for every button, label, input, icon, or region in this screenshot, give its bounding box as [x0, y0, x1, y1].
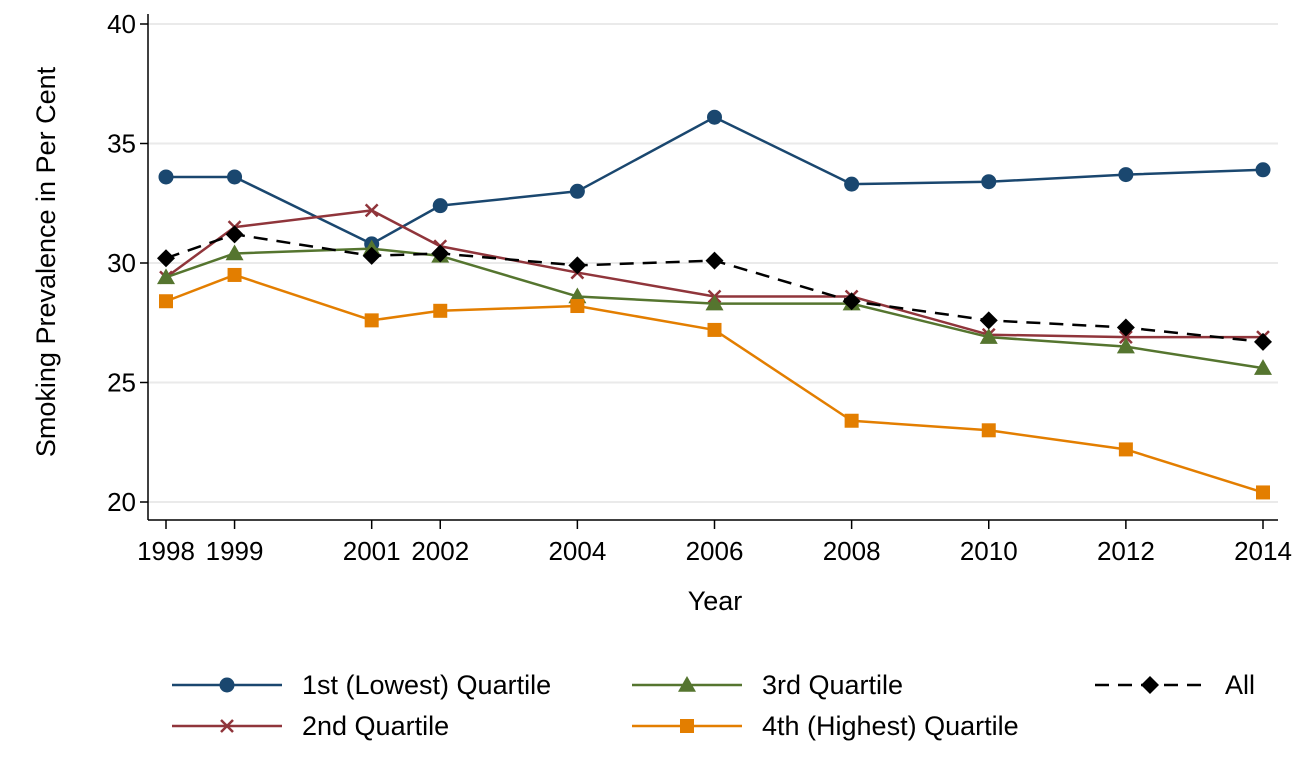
- legend-item: 1st (Lowest) Quartile: [172, 670, 551, 700]
- data-point: [844, 176, 860, 192]
- data-point: [707, 109, 722, 125]
- x-axis-title: Year: [688, 586, 743, 616]
- x-tick-label: 2010: [960, 536, 1018, 566]
- data-point: [157, 249, 175, 268]
- data-point: [159, 294, 173, 309]
- series-3: [159, 267, 1270, 500]
- legend-swatch-marker: [220, 719, 234, 733]
- y-tick-label: 25: [107, 368, 136, 398]
- axes: 20 25 30 35 40 1998 1999 2001 2002 2004 2006 2008 20…: [107, 9, 1292, 566]
- data-point: [1116, 318, 1135, 337]
- data-point: [227, 267, 242, 282]
- x-tick-label: 2012: [1097, 536, 1155, 566]
- data-point: [362, 246, 381, 265]
- data-point: [981, 423, 996, 438]
- x-tick-label: 2006: [686, 536, 744, 566]
- legend: 1st (Lowest) Quartile 2nd Quartile 3rd Qua…: [172, 670, 1255, 741]
- data-point: [364, 203, 379, 218]
- y-tick-label: 20: [107, 487, 136, 517]
- series-line: [165, 247, 1264, 370]
- y-tick-label: 35: [107, 129, 136, 159]
- data-point: [1255, 162, 1271, 178]
- data-point: [705, 294, 724, 311]
- legend-item: 3rd Quartile: [632, 670, 903, 700]
- data-point: [227, 169, 243, 185]
- legend-item: All: [1095, 670, 1255, 700]
- legend-swatch-marker: [680, 719, 694, 733]
- legend-swatch-marker: [219, 677, 235, 693]
- data-point: [433, 303, 448, 318]
- x-tick-label: 2001: [343, 536, 401, 566]
- data-point: [844, 413, 859, 428]
- series-line: [165, 209, 1263, 339]
- data-point: [1118, 442, 1133, 457]
- data-point: [979, 311, 998, 330]
- data-point: [158, 169, 174, 185]
- legend-label: 4th (Highest) Quartile: [762, 711, 1019, 741]
- series-0: [158, 109, 1271, 252]
- data-point: [1256, 485, 1270, 500]
- data-point: [432, 198, 448, 214]
- legend-swatch-marker: [1141, 676, 1159, 694]
- x-tick-label: 2014: [1234, 536, 1292, 566]
- data-point: [1254, 359, 1272, 375]
- x-tick-label: 2004: [548, 536, 606, 566]
- legend-item: 2nd Quartile: [172, 711, 449, 741]
- data-point: [364, 313, 379, 328]
- legend-label: 1st (Lowest) Quartile: [302, 670, 551, 700]
- x-tick-label: 2008: [823, 536, 881, 566]
- data-point: [1254, 332, 1272, 351]
- legend-item: 4th (Highest) Quartile: [632, 711, 1019, 741]
- series-4: [157, 225, 1272, 351]
- legend-swatch-marker: [678, 676, 696, 692]
- legend-label: 2nd Quartile: [302, 711, 449, 741]
- data-point: [707, 322, 722, 337]
- data-point: [1118, 330, 1133, 344]
- data-point: [979, 328, 998, 344]
- data-point: [842, 292, 861, 311]
- data-point: [705, 251, 724, 270]
- data-point: [431, 244, 450, 263]
- data-point: [1116, 337, 1135, 354]
- series-line: [165, 273, 1264, 494]
- data-point: [1118, 167, 1134, 183]
- x-tick-label: 2002: [411, 536, 469, 566]
- series-line: [165, 233, 1264, 344]
- legend-label: All: [1225, 670, 1255, 700]
- data-point: [569, 183, 585, 199]
- y-axis-title: Smoking Prevalence in Per Cent: [31, 66, 61, 457]
- x-tick-label: 1998: [137, 536, 195, 566]
- data-point: [225, 225, 244, 244]
- data-point: [157, 268, 175, 285]
- data-point: [568, 256, 587, 275]
- series-1: [159, 203, 1270, 344]
- y-tick-label: 30: [107, 248, 136, 278]
- y-tick-label: 40: [107, 9, 136, 39]
- legend-label: 3rd Quartile: [762, 670, 903, 700]
- data-point: [570, 299, 585, 314]
- x-tick-label: 1999: [206, 536, 264, 566]
- data-series: [157, 109, 1272, 500]
- series-line: [166, 115, 1264, 246]
- data-point: [981, 174, 997, 190]
- data-point: [225, 244, 244, 261]
